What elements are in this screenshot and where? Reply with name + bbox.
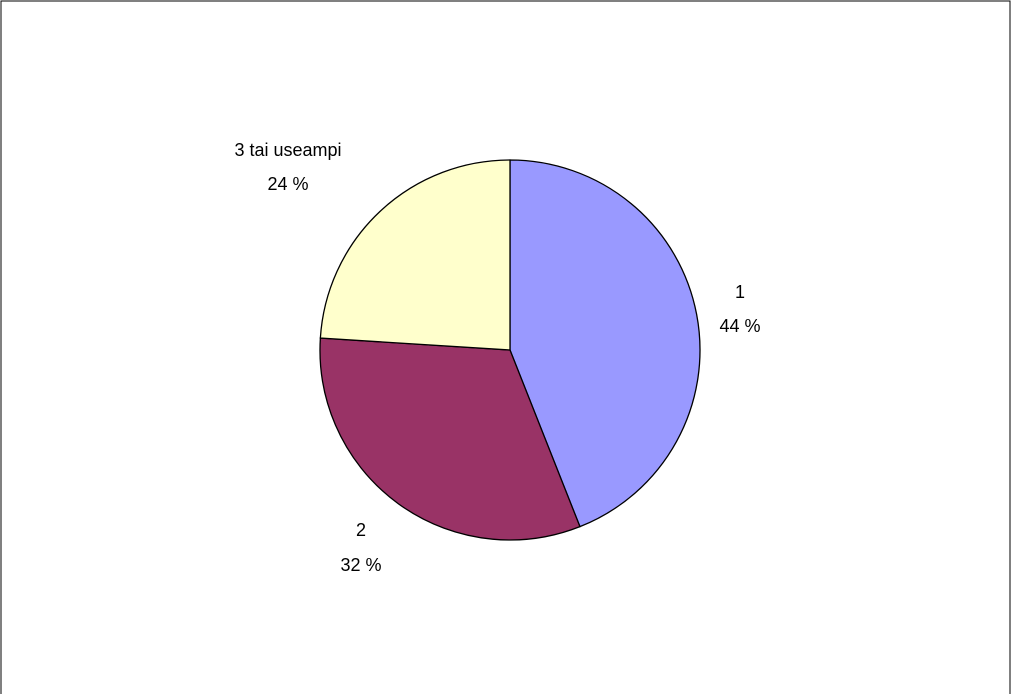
slice-percent-label-3: 24 % xyxy=(267,174,308,194)
slice-percent-label-1: 44 % xyxy=(719,316,760,336)
slice-category-label-1: 1 xyxy=(735,282,745,302)
slice-category-label-2: 2 xyxy=(356,520,366,540)
slice-percent-label-2: 32 % xyxy=(340,555,381,575)
slice-category-label-3: 3 tai useampi xyxy=(234,140,341,160)
pie-slice-3 xyxy=(319,159,511,351)
pie-slice-1 xyxy=(509,159,701,528)
slice-label-group-1: 1 44 % xyxy=(719,282,760,336)
slice-label-group-2: 2 32 % xyxy=(340,520,381,575)
slice-label-group-3: 3 tai useampi 24 % xyxy=(234,140,341,194)
pie-slices xyxy=(319,159,701,541)
pie-slice-2 xyxy=(319,337,581,541)
